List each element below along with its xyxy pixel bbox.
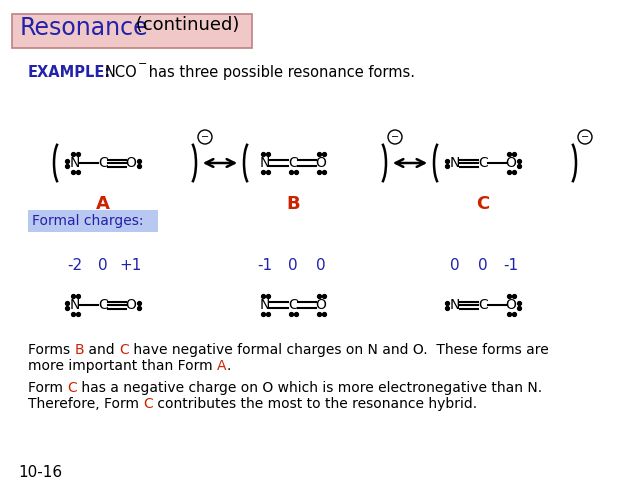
Text: has a negative charge on O which is more electronegative than N.: has a negative charge on O which is more… xyxy=(77,381,542,395)
Text: −: − xyxy=(138,59,147,69)
Text: N: N xyxy=(70,298,80,312)
Text: more important than Form: more important than Form xyxy=(28,359,217,373)
Text: C: C xyxy=(98,156,108,170)
Text: C: C xyxy=(478,298,488,312)
Text: O: O xyxy=(316,156,326,170)
Text: −: − xyxy=(581,132,589,142)
Text: N: N xyxy=(450,156,460,170)
Text: 0: 0 xyxy=(288,258,298,273)
Text: O: O xyxy=(316,298,326,312)
Text: B: B xyxy=(74,343,84,357)
Text: 0: 0 xyxy=(478,258,488,273)
Text: 10-16: 10-16 xyxy=(18,465,62,480)
Text: C: C xyxy=(478,156,488,170)
Text: N: N xyxy=(260,298,270,312)
FancyBboxPatch shape xyxy=(12,14,252,48)
Text: contributes the most to the resonance hybrid.: contributes the most to the resonance hy… xyxy=(153,397,477,411)
Text: (continued): (continued) xyxy=(130,16,239,34)
Text: 0: 0 xyxy=(98,258,108,273)
Text: have negative formal charges on N and O.  These forms are: have negative formal charges on N and O.… xyxy=(129,343,548,357)
Text: C: C xyxy=(119,343,129,357)
Text: N: N xyxy=(260,156,270,170)
Text: 0: 0 xyxy=(450,258,460,273)
Text: 0: 0 xyxy=(316,258,326,273)
Text: O: O xyxy=(125,298,136,312)
Text: C: C xyxy=(67,381,77,395)
Text: N: N xyxy=(450,298,460,312)
Text: .: . xyxy=(227,359,231,373)
Text: A: A xyxy=(217,359,227,373)
Text: +1: +1 xyxy=(120,258,142,273)
Text: −: − xyxy=(201,132,209,142)
Text: -1: -1 xyxy=(257,258,273,273)
Text: Therefore, Form: Therefore, Form xyxy=(28,397,143,411)
Text: −: − xyxy=(391,132,399,142)
Text: has three possible resonance forms.: has three possible resonance forms. xyxy=(144,65,415,80)
Text: NCO: NCO xyxy=(105,65,138,80)
Text: Resonance: Resonance xyxy=(20,16,148,40)
Text: Forms: Forms xyxy=(28,343,74,357)
Text: A: A xyxy=(96,195,110,213)
Text: Formal charges:: Formal charges: xyxy=(32,214,143,228)
Text: -1: -1 xyxy=(504,258,518,273)
Text: B: B xyxy=(286,195,300,213)
Text: C: C xyxy=(288,156,298,170)
Text: -2: -2 xyxy=(67,258,83,273)
FancyBboxPatch shape xyxy=(28,210,158,232)
Text: C: C xyxy=(98,298,108,312)
Text: C: C xyxy=(476,195,490,213)
Text: Form: Form xyxy=(28,381,67,395)
Text: C: C xyxy=(143,397,153,411)
Text: O: O xyxy=(125,156,136,170)
Text: O: O xyxy=(506,156,516,170)
Text: and: and xyxy=(84,343,119,357)
Text: O: O xyxy=(506,298,516,312)
Text: N: N xyxy=(70,156,80,170)
Text: C: C xyxy=(288,298,298,312)
Text: EXAMPLE:: EXAMPLE: xyxy=(28,65,111,80)
